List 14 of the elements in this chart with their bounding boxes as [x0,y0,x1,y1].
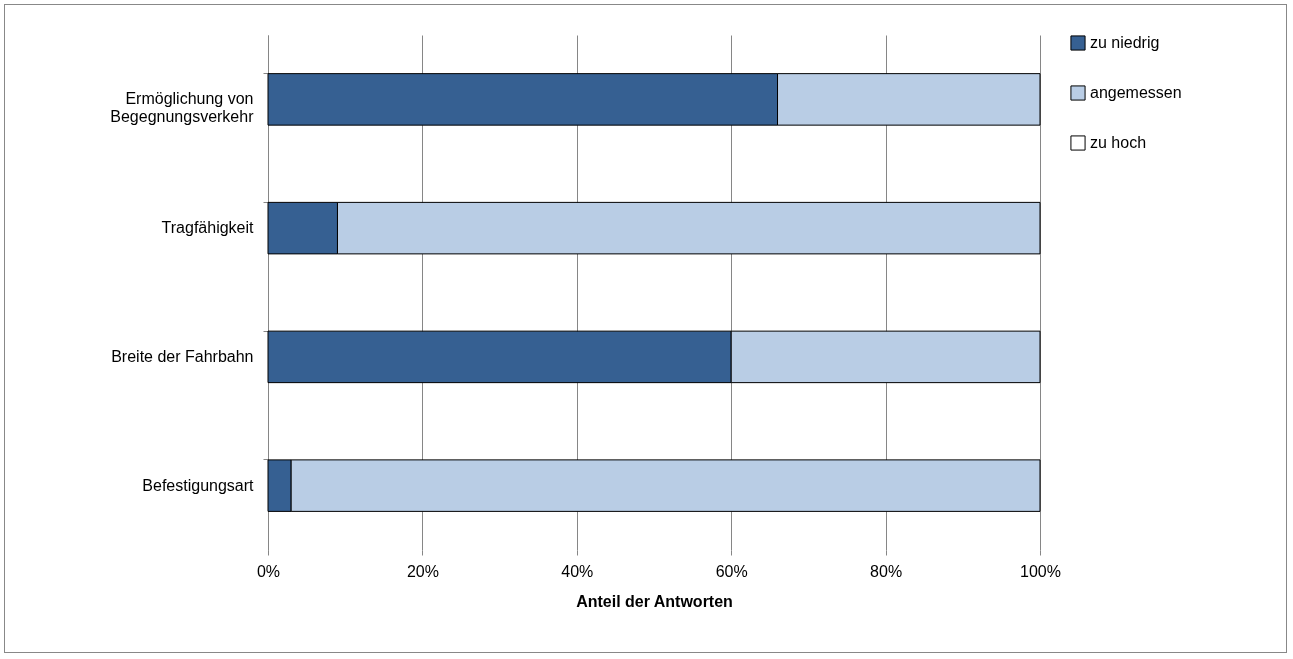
x-tick-label: 100% [1020,562,1061,580]
y-tick-label: Ermöglichung von Begegnungsverkehr [110,90,255,126]
x-axis-title: Anteil der Antworten [576,592,733,610]
y-tick-label: Tragfähigkeit [161,219,255,237]
legend-label: angemessen [1090,84,1182,101]
legend-label: zu niedrig [1090,34,1160,51]
x-tick-label: 40% [561,562,594,580]
x-tick-label: 60% [715,562,748,580]
y-tick-label: Befestigungsart [142,476,255,494]
x-tick-label: 0% [256,562,281,580]
legend-label: zu hoch [1090,134,1147,151]
y-tick-label: Breite der Fahrbahn [111,347,254,365]
x-tick-label: 80% [870,562,903,580]
x-tick-label: 20% [406,562,439,580]
